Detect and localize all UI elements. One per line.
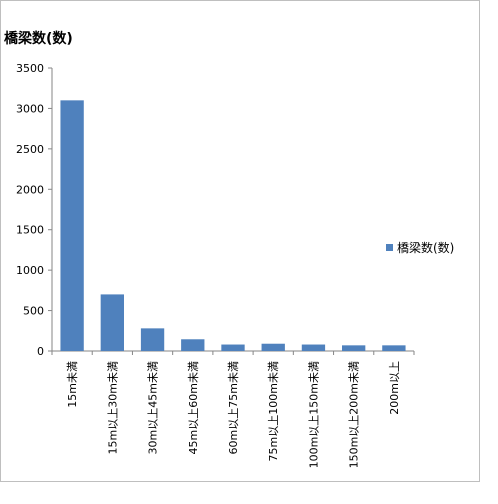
bar [60, 100, 84, 351]
x-tick-label: 75m以上100m未満 [267, 361, 280, 461]
y-tick-label: 1500 [16, 224, 44, 237]
bar [301, 344, 326, 351]
bar [100, 294, 124, 351]
bar [261, 343, 285, 351]
y-tick-label: 0 [37, 345, 44, 358]
x-tick-label: 60m以上75m未満 [227, 361, 240, 454]
y-tick-label: 2500 [16, 143, 44, 156]
bar [181, 339, 205, 351]
y-tick-label: 3000 [16, 102, 44, 115]
x-tick-label: 15m未満 [66, 361, 79, 408]
bar [382, 345, 406, 351]
bar [221, 344, 245, 351]
x-tick-label: 150m以上200m未満 [348, 361, 361, 468]
y-tick-label: 1000 [16, 264, 44, 277]
x-tick-label: 45m以上60m未満 [187, 361, 200, 454]
x-tick-label: 15m以上30m未満 [106, 361, 119, 454]
x-tick-label: 30m以上45m未満 [147, 361, 160, 454]
legend: 橋梁数(数) [386, 239, 454, 256]
legend-swatch [386, 244, 393, 251]
bar [140, 328, 165, 351]
legend-label: 橋梁数(数) [397, 241, 455, 255]
y-tick-label: 3500 [16, 62, 44, 75]
x-tick-label: 200m以上 [388, 361, 401, 415]
x-tick-label: 100m以上150m未満 [307, 361, 320, 468]
y-tick-label: 2000 [16, 183, 44, 196]
y-tick-label: 500 [23, 305, 44, 318]
bar [342, 345, 366, 351]
y-axis-title: 橋梁数(数) [4, 31, 73, 47]
